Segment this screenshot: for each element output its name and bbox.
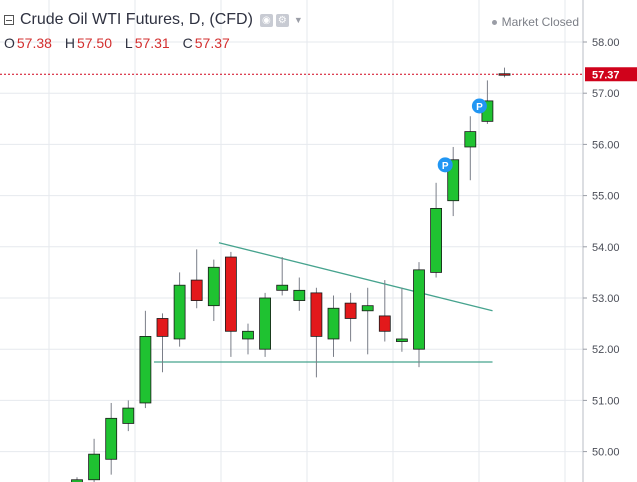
open-label: O <box>4 35 15 51</box>
candle[interactable] <box>71 477 83 482</box>
candle-body <box>156 318 169 337</box>
candle[interactable] <box>447 146 460 217</box>
chart-header: Crude Oil WTI Futures, D, (CFD) ◉ ⚙ ▼ <box>4 11 303 29</box>
low-label: L <box>124 35 133 51</box>
trendline[interactable] <box>218 242 493 312</box>
p-marker[interactable]: P <box>437 157 453 173</box>
candle-body <box>447 159 460 202</box>
candle[interactable] <box>88 438 100 482</box>
candle-body <box>259 297 272 350</box>
candle-body <box>430 207 443 273</box>
candle-body <box>310 292 323 337</box>
y-tick-label: 58.00 <box>592 37 620 49</box>
price-axis[interactable]: 50.00 51.00 52.00 53.00 54.00 55.00 56.00 57.00… <box>583 37 637 459</box>
candle[interactable] <box>361 287 374 355</box>
candle[interactable] <box>156 313 169 373</box>
ohlc-readout: O 57.38 H 57.50 L 57.31 C 57.37 <box>4 35 239 51</box>
y-tick-label: 52.00 <box>592 344 620 356</box>
candle[interactable] <box>344 292 357 342</box>
candle[interactable] <box>430 182 443 278</box>
candle[interactable] <box>378 280 391 342</box>
candle[interactable] <box>105 402 118 475</box>
close-value: 57.37 <box>194 35 230 51</box>
markers-layer: PP <box>437 98 487 173</box>
candle[interactable] <box>498 67 511 78</box>
p-marker-label: P <box>442 161 449 172</box>
y-tick-label: 54.00 <box>592 242 620 254</box>
candle-body <box>293 289 306 301</box>
candle-body <box>207 266 220 307</box>
status-dot-icon <box>491 19 497 25</box>
high-label: H <box>64 35 75 51</box>
p-marker-circle <box>437 157 453 173</box>
candle[interactable] <box>259 292 272 357</box>
p-marker-label: P <box>476 102 483 113</box>
low-value: 57.31 <box>134 35 170 51</box>
candle[interactable] <box>224 251 237 357</box>
candle[interactable] <box>242 323 254 355</box>
p-marker-circle <box>471 98 487 114</box>
y-tick-label: 57.00 <box>592 88 620 100</box>
candle-body <box>464 131 477 148</box>
settings-icon[interactable]: ⚙ <box>275 13 289 27</box>
y-tick-label: 50.00 <box>592 447 620 459</box>
candle-body <box>224 256 237 332</box>
eye-icon[interactable]: ◉ <box>259 13 273 27</box>
y-tick-label: 55.00 <box>592 191 620 203</box>
candle-body <box>139 335 152 404</box>
open-value: 57.38 <box>16 35 52 51</box>
candle[interactable] <box>395 287 408 352</box>
collapse-icon[interactable] <box>4 15 14 25</box>
symbol-title[interactable]: Crude Oil WTI Futures, D, (CFD) <box>20 11 253 28</box>
candle-body <box>276 284 289 291</box>
last-price-label: 57.37 <box>592 69 620 81</box>
candle-body <box>344 302 357 319</box>
candle-body <box>378 315 391 332</box>
candle[interactable] <box>276 257 289 296</box>
market-status-label: Market Closed <box>501 15 579 29</box>
high-value: 57.50 <box>76 35 112 51</box>
candle-body <box>242 330 254 340</box>
candle-body <box>413 269 425 350</box>
candle[interactable] <box>413 262 425 368</box>
candle[interactable] <box>190 249 203 309</box>
price-gridlines <box>0 0 583 482</box>
candle-body <box>361 305 374 312</box>
candle-body <box>71 479 83 482</box>
candle-body <box>105 417 118 460</box>
p-marker[interactable]: P <box>471 98 487 114</box>
candle[interactable] <box>327 295 340 357</box>
candle[interactable] <box>464 116 477 181</box>
last-price-badge <box>585 67 637 82</box>
candle[interactable] <box>173 272 186 347</box>
candle[interactable] <box>207 259 220 322</box>
candle[interactable] <box>293 277 306 311</box>
candle-body <box>173 284 186 340</box>
candle-body <box>498 73 511 76</box>
trendline-layer <box>153 242 493 363</box>
dropdown-caret-icon[interactable]: ▼ <box>293 15 303 25</box>
candle[interactable] <box>139 310 152 409</box>
candle[interactable] <box>122 400 135 432</box>
y-tick-label: 51.00 <box>592 395 620 407</box>
y-tick-label: 56.00 <box>592 139 620 151</box>
candle-body <box>327 307 340 340</box>
candle-body <box>122 407 135 424</box>
candle-body <box>395 338 408 342</box>
candles-layer <box>71 67 511 482</box>
candle-body <box>88 453 100 481</box>
close-label: C <box>182 35 193 51</box>
market-status: Market Closed <box>491 15 579 29</box>
y-tick-label: 53.00 <box>592 293 620 305</box>
candle-body <box>190 279 203 301</box>
header-icons: ◉ ⚙ ▼ <box>259 13 303 27</box>
candle[interactable] <box>310 287 323 378</box>
